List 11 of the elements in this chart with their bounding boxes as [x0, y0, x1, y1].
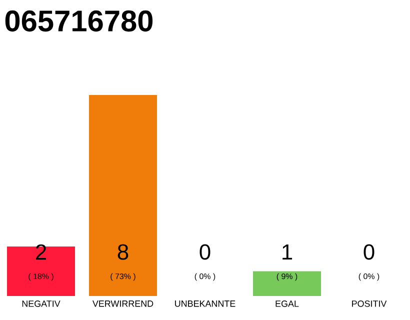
- x-tick-label: UNBEKANNTE: [175, 300, 236, 307]
- annotation: 2: [36, 244, 46, 260]
- annotation: 1: [282, 244, 292, 260]
- annotation: 0: [364, 244, 374, 260]
- annotation: 0: [200, 244, 210, 260]
- chart-title: 065716780: [5, 10, 153, 32]
- x-tick-label: NEGATIV: [22, 300, 60, 307]
- x-tick-label: VERWIRREND: [92, 300, 154, 307]
- annotation: 8: [118, 244, 128, 260]
- x-tick-label: EGAL: [276, 300, 299, 307]
- x-tick-label: POSITIV: [352, 300, 387, 307]
